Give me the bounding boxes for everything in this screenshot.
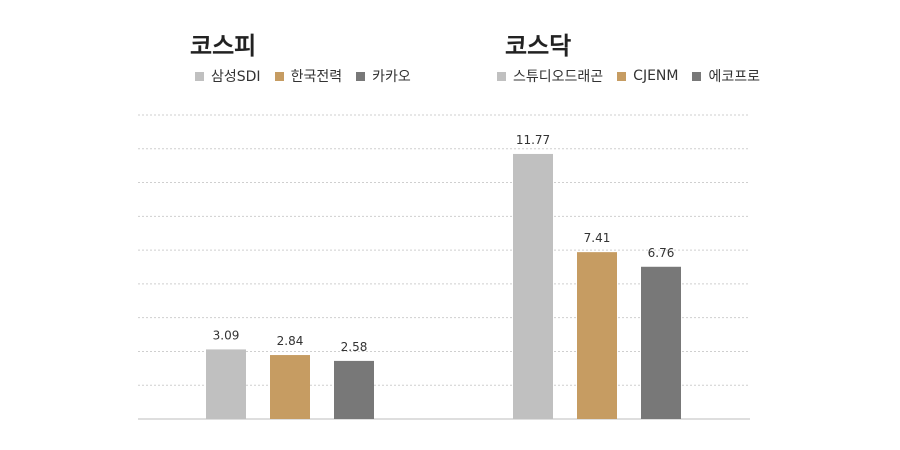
legend-item: 한국전력 <box>274 66 343 86</box>
legend-swatch <box>356 71 366 81</box>
kospi-title: 코스피 <box>190 32 257 60</box>
kosdaq-legend: 스튜디오드래곤 CJENM 에코프로 <box>497 66 760 86</box>
legend-swatch <box>617 71 627 81</box>
legend-swatch <box>274 71 284 81</box>
legend-swatch <box>497 71 506 81</box>
legend-label: 스튜디오드래곤 <box>513 69 604 85</box>
bar-삼성SDI <box>206 349 246 419</box>
data-label: 3.09 <box>213 328 240 342</box>
legend-swatch <box>692 71 702 81</box>
kospi-legend: 삼성SDI 한국전력 카카오 <box>195 66 411 86</box>
data-label: 7.41 <box>584 231 611 245</box>
legend-item: CJENM <box>617 68 678 84</box>
legend-label: 에코프로 <box>708 69 761 85</box>
legend-label: 삼성SDI <box>211 69 261 85</box>
legend-label: 카카오 <box>372 69 411 85</box>
bar-스튜디오드래곤 <box>513 153 553 419</box>
legend-label: CJENM <box>633 68 679 84</box>
legend-item: 카카오 <box>356 66 411 86</box>
bar-에코프로 <box>641 266 681 419</box>
legend-item: 에코프로 <box>692 66 760 86</box>
legend-item: 삼성SDI <box>195 66 261 86</box>
legend-item: 스튜디오드래곤 <box>497 66 603 86</box>
bar-CJENM <box>577 252 617 419</box>
bar-카카오 <box>334 360 374 419</box>
data-label: 2.58 <box>341 340 368 354</box>
data-label: 6.76 <box>648 246 675 260</box>
bar-한국전력 <box>270 355 310 419</box>
legend-label: 한국전력 <box>290 69 343 85</box>
legend-swatch <box>195 71 204 81</box>
kosdaq-title: 코스닥 <box>505 32 572 60</box>
data-label: 2.84 <box>277 334 304 348</box>
data-label: 11.77 <box>516 133 550 147</box>
